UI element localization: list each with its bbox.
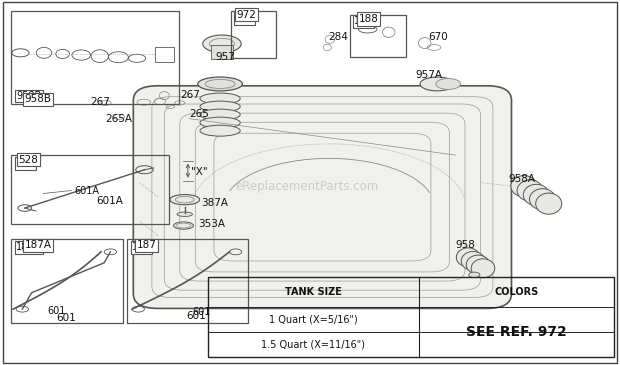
Text: 957: 957 [216, 51, 236, 62]
Text: 601A: 601A [96, 196, 123, 207]
Text: 601: 601 [47, 306, 66, 316]
Text: 265A: 265A [105, 114, 133, 124]
Text: TANK SIZE: TANK SIZE [285, 287, 342, 297]
Bar [155, 47, 174, 62]
Ellipse shape [517, 180, 543, 201]
Ellipse shape [420, 77, 454, 91]
FancyBboxPatch shape [133, 86, 512, 308]
Text: 670: 670 [428, 31, 448, 42]
Bar [208, 277, 614, 357]
Ellipse shape [456, 248, 480, 267]
Bar [127, 239, 248, 323]
Text: 187: 187 [136, 240, 156, 250]
Text: 958B: 958B [16, 91, 42, 101]
Text: 601A: 601A [74, 186, 99, 196]
Text: 1 Quart (X=5/16"): 1 Quart (X=5/16") [269, 315, 358, 324]
Bar [11, 155, 169, 224]
Ellipse shape [200, 93, 241, 104]
Ellipse shape [523, 184, 549, 205]
Bar [11, 11, 179, 104]
Ellipse shape [511, 176, 537, 197]
Ellipse shape [170, 195, 200, 205]
Text: COLORS: COLORS [494, 287, 538, 297]
Text: 601: 601 [56, 312, 76, 323]
Text: 188: 188 [358, 14, 378, 24]
Text: 972: 972 [237, 9, 257, 20]
Ellipse shape [461, 251, 485, 270]
Text: 353A: 353A [198, 219, 226, 230]
Text: 387A: 387A [202, 197, 229, 208]
Ellipse shape [200, 101, 241, 112]
Bar [211, 45, 233, 59]
Text: 972: 972 [235, 13, 254, 23]
Ellipse shape [436, 78, 461, 89]
Text: 528: 528 [16, 158, 35, 168]
Ellipse shape [200, 109, 241, 120]
Text: 957A: 957A [415, 70, 443, 80]
Text: 265: 265 [189, 109, 209, 119]
Text: 958A: 958A [508, 174, 536, 184]
Text: 284: 284 [329, 31, 348, 42]
Ellipse shape [536, 193, 562, 214]
Text: 187A: 187A [25, 240, 52, 250]
Ellipse shape [198, 77, 242, 91]
Text: 958: 958 [456, 239, 476, 250]
Ellipse shape [174, 222, 193, 229]
Text: 601: 601 [186, 311, 206, 321]
Text: eReplacementParts.com: eReplacementParts.com [235, 180, 379, 193]
Text: 187A: 187A [16, 242, 42, 252]
Text: 267: 267 [90, 97, 110, 107]
Text: 958B: 958B [25, 94, 52, 104]
Text: 1.5 Quart (X=11/16"): 1.5 Quart (X=11/16") [261, 339, 365, 350]
Text: 601: 601 [192, 307, 211, 317]
Text: SEE REF. 972: SEE REF. 972 [466, 325, 567, 339]
Ellipse shape [466, 255, 490, 274]
Bar [11, 239, 123, 323]
Text: 188: 188 [354, 16, 373, 26]
Ellipse shape [471, 259, 495, 278]
Ellipse shape [203, 35, 241, 53]
Ellipse shape [177, 212, 192, 216]
Ellipse shape [529, 189, 556, 210]
Text: 187: 187 [132, 242, 151, 252]
Text: 528: 528 [19, 155, 38, 165]
Bar [350, 15, 406, 57]
Text: 267: 267 [180, 90, 200, 100]
Bar [231, 11, 276, 58]
Ellipse shape [200, 117, 241, 128]
Ellipse shape [469, 272, 480, 277]
Ellipse shape [200, 125, 241, 136]
Text: "X": "X" [191, 167, 208, 177]
